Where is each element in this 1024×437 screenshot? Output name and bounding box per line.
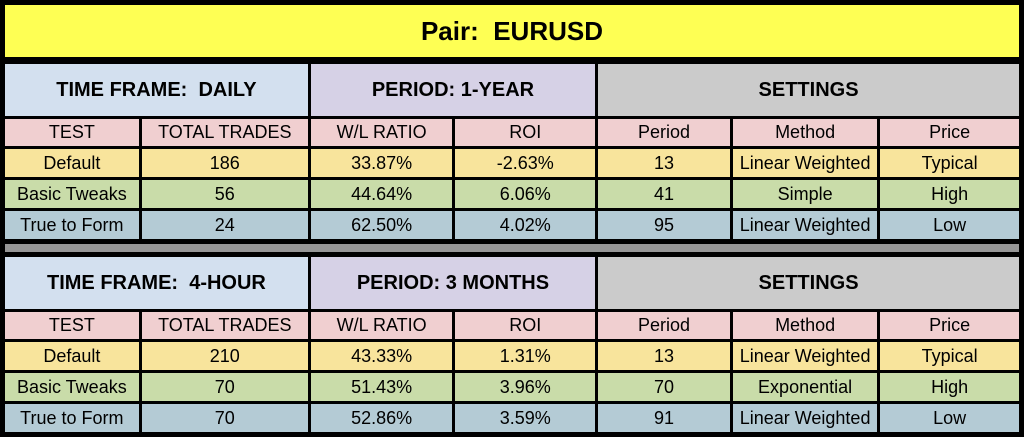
col-header-total-trades: TOTAL TRADES bbox=[141, 119, 308, 146]
four-hour-table: TIME FRAME: 4-HOUR PERIOD: 3 MONTHS SETT… bbox=[5, 257, 1019, 432]
cell-period: 41 bbox=[598, 180, 730, 208]
cell-total-trades: 70 bbox=[141, 404, 308, 432]
cell-price: High bbox=[880, 180, 1019, 208]
cell-total-trades: 24 bbox=[141, 211, 308, 239]
col-header-method: Method bbox=[732, 312, 878, 339]
cell-period: 13 bbox=[598, 342, 730, 370]
four-hour-settings-band: SETTINGS bbox=[598, 257, 1019, 309]
cell-wl-ratio: 62.50% bbox=[310, 211, 453, 239]
cell-period: 70 bbox=[598, 373, 730, 401]
cell-total-trades: 186 bbox=[141, 149, 308, 177]
col-header-price: Price bbox=[880, 119, 1019, 146]
cell-roi: 6.06% bbox=[455, 180, 596, 208]
cell-test: True to Form bbox=[5, 404, 139, 432]
cell-test: Basic Tweaks bbox=[5, 373, 139, 401]
cell-period: 13 bbox=[598, 149, 730, 177]
cell-wl-ratio: 43.33% bbox=[310, 342, 453, 370]
cell-method: Linear Weighted bbox=[732, 211, 878, 239]
col-header-roi: ROI bbox=[455, 312, 596, 339]
cell-total-trades: 70 bbox=[141, 373, 308, 401]
cell-test: Default bbox=[5, 149, 139, 177]
cell-price: Low bbox=[880, 211, 1019, 239]
col-header-wl-ratio: W/L RATIO bbox=[310, 312, 453, 339]
col-header-total-trades: TOTAL TRADES bbox=[141, 312, 308, 339]
daily-settings-band: SETTINGS bbox=[598, 64, 1019, 116]
daily-period-band: PERIOD: 1-YEAR bbox=[310, 64, 596, 116]
col-header-roi: ROI bbox=[455, 119, 596, 146]
pair-title: Pair: EURUSD bbox=[5, 5, 1019, 57]
cell-method: Simple bbox=[732, 180, 878, 208]
cell-price: Typical bbox=[880, 149, 1019, 177]
cell-price: Typical bbox=[880, 342, 1019, 370]
cell-roi: 1.31% bbox=[455, 342, 596, 370]
cell-wl-ratio: 44.64% bbox=[310, 180, 453, 208]
col-header-method: Method bbox=[732, 119, 878, 146]
daily-timeframe-band: TIME FRAME: DAILY bbox=[5, 64, 308, 116]
cell-total-trades: 56 bbox=[141, 180, 308, 208]
cell-method: Exponential bbox=[732, 373, 878, 401]
section-divider bbox=[5, 244, 1019, 252]
cell-period: 91 bbox=[598, 404, 730, 432]
cell-roi: 3.59% bbox=[455, 404, 596, 432]
cell-price: High bbox=[880, 373, 1019, 401]
cell-test: Default bbox=[5, 342, 139, 370]
cell-roi: 3.96% bbox=[455, 373, 596, 401]
cell-roi: -2.63% bbox=[455, 149, 596, 177]
col-header-period: Period bbox=[598, 119, 730, 146]
cell-test: True to Form bbox=[5, 211, 139, 239]
col-header-test: TEST bbox=[5, 119, 139, 146]
cell-period: 95 bbox=[598, 211, 730, 239]
cell-method: Linear Weighted bbox=[732, 404, 878, 432]
cell-method: Linear Weighted bbox=[732, 342, 878, 370]
four-hour-period-band: PERIOD: 3 MONTHS bbox=[310, 257, 596, 309]
col-header-test: TEST bbox=[5, 312, 139, 339]
col-header-period: Period bbox=[598, 312, 730, 339]
cell-test: Basic Tweaks bbox=[5, 180, 139, 208]
cell-total-trades: 210 bbox=[141, 342, 308, 370]
cell-wl-ratio: 51.43% bbox=[310, 373, 453, 401]
cell-wl-ratio: 52.86% bbox=[310, 404, 453, 432]
cell-method: Linear Weighted bbox=[732, 149, 878, 177]
cell-wl-ratio: 33.87% bbox=[310, 149, 453, 177]
daily-table: TIME FRAME: DAILY PERIOD: 1-YEAR SETTING… bbox=[5, 64, 1019, 239]
cell-price: Low bbox=[880, 404, 1019, 432]
col-header-price: Price bbox=[880, 312, 1019, 339]
four-hour-timeframe-band: TIME FRAME: 4-HOUR bbox=[5, 257, 308, 309]
cell-roi: 4.02% bbox=[455, 211, 596, 239]
col-header-wl-ratio: W/L RATIO bbox=[310, 119, 453, 146]
